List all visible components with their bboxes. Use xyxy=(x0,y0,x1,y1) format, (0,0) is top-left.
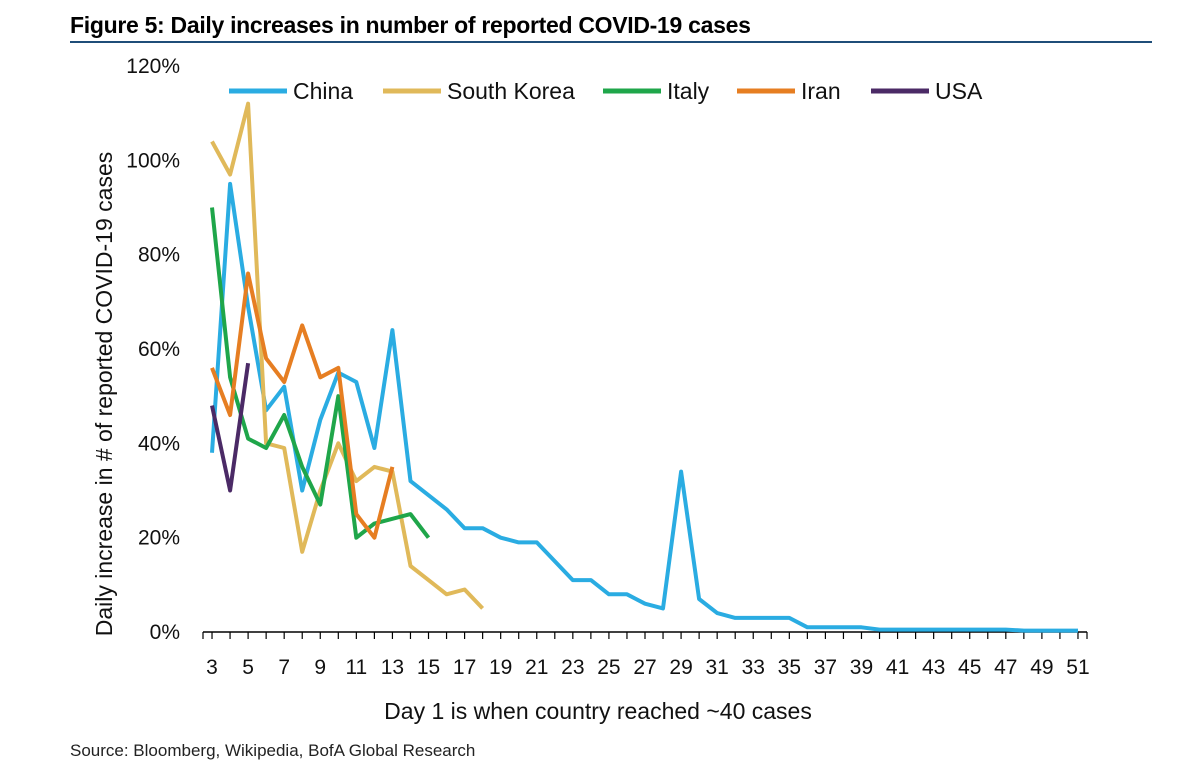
x-tick-label: 43 xyxy=(922,656,945,679)
x-tick-label: 49 xyxy=(1030,656,1053,679)
x-tick-label: 25 xyxy=(597,656,620,679)
x-tick-label: 37 xyxy=(814,656,837,679)
x-tick-label: 15 xyxy=(417,656,440,679)
x-tick-label: 17 xyxy=(453,656,476,679)
x-tick-label: 31 xyxy=(705,656,728,679)
x-tick-label: 47 xyxy=(994,656,1017,679)
y-tick-label: 120% xyxy=(126,55,180,78)
y-axis-label: Daily increase in # of reported COVID-19… xyxy=(91,152,117,637)
x-tick-label: 19 xyxy=(489,656,512,679)
legend-label-south-korea: South Korea xyxy=(447,78,575,104)
legend: China South Korea Italy Iran USA xyxy=(229,78,983,104)
x-tick-label: 41 xyxy=(886,656,909,679)
x-tick-label: 39 xyxy=(850,656,873,679)
y-tick-label: 60% xyxy=(138,338,180,361)
legend-label-italy: Italy xyxy=(667,78,710,104)
y-tick-label: 80% xyxy=(138,244,180,267)
x-axis: 3 5 7 9 11 13 15 17 19 21 23 25 27 29 31 33 35 37 39 41 43 45… xyxy=(202,631,1090,679)
x-tick-label: 23 xyxy=(561,656,584,679)
x-tick-label: 9 xyxy=(314,656,326,679)
x-tick-label: 35 xyxy=(778,656,801,679)
y-tick-label: 0% xyxy=(150,621,180,644)
y-tick-label: 40% xyxy=(138,432,180,455)
x-tick-label: 27 xyxy=(633,656,656,679)
x-tick-label: 3 xyxy=(206,656,218,679)
series-line-usa xyxy=(210,362,251,493)
x-tick-label: 7 xyxy=(278,656,290,679)
title-rule xyxy=(70,41,1152,43)
x-tick-label: 13 xyxy=(381,656,404,679)
x-tick-label: 29 xyxy=(669,656,692,679)
x-tick-label: 21 xyxy=(525,656,548,679)
x-tick-label: 33 xyxy=(742,656,765,679)
series-line-italy xyxy=(210,207,431,540)
x-tick-label: 45 xyxy=(958,656,981,679)
x-tick-label: 5 xyxy=(242,656,254,679)
series-line-iran xyxy=(210,271,395,540)
series-lines xyxy=(210,101,1078,633)
y-axis: 0% 20% 40% 60% 80% 100% 120% xyxy=(126,55,180,644)
x-tick-label: 51 xyxy=(1066,656,1089,679)
source-note: Source: Bloomberg, Wikipedia, BofA Globa… xyxy=(70,741,476,760)
x-tick-label: 11 xyxy=(345,656,367,679)
series-line-south-korea xyxy=(210,101,485,610)
legend-label-iran: Iran xyxy=(801,78,841,104)
legend-label-china: China xyxy=(293,78,353,104)
y-tick-label: 100% xyxy=(126,149,180,172)
figure-title: Figure 5: Daily increases in number of r… xyxy=(70,12,751,38)
series-line-china xyxy=(210,181,1078,633)
y-tick-label: 20% xyxy=(138,527,180,550)
legend-label-usa: USA xyxy=(935,78,983,104)
x-axis-label: Day 1 is when country reached ~40 cases xyxy=(384,698,812,724)
